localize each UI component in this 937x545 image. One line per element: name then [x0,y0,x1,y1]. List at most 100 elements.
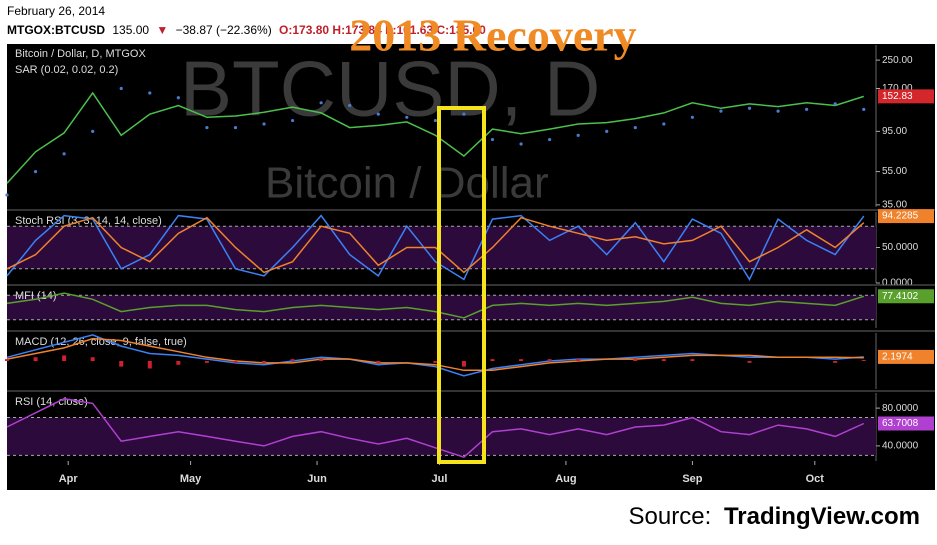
guide-band [7,295,876,320]
last-value-box [878,289,934,304]
sar-dot [233,125,238,130]
change-arrow: ▼ [156,23,168,37]
sar-dot [119,86,123,91]
source: Source: TradingView.com [629,503,920,530]
sar-dot [348,103,352,108]
sar-dot [776,109,780,113]
x-tick-label: Sep [682,473,702,485]
sar-dot [747,106,752,110]
legend-entry: RSI (14, close) [15,396,88,408]
last-value-box [878,349,934,364]
series-line [6,337,864,372]
sar-dot [833,102,837,106]
histogram-bar [62,355,67,361]
histogram-bar [661,359,666,361]
histogram-bar [262,361,267,363]
histogram-bar [633,359,638,361]
symbol-line: MTGOX:BTCUSD 135.00 ▼ −38.87 (−22.36%) O… [7,23,486,37]
last-value-label: 77.4102 [882,291,919,302]
watermark-name: Bitcoin / Dollar [265,159,549,208]
source-label: Source: [629,503,712,530]
sar-dot [519,142,523,146]
last-value-box [878,209,934,224]
sar-dot [33,169,38,174]
series-line [6,397,865,459]
series-line [6,216,865,274]
sar-dot [148,91,152,95]
histogram-bar [376,361,381,363]
x-tick-label: Jul [432,473,448,485]
sar-dot [376,112,380,116]
price: 135.00 [112,23,149,37]
guide-band [7,226,876,269]
last-value-label: 152.83 [882,91,913,102]
y-tick-label: 0.0000 [882,278,913,289]
y-tick-label: 170.00 [882,83,913,94]
sar-dot [490,137,495,142]
series-line [6,214,865,281]
y-tick-label: 55.00 [882,166,907,177]
histogram-bar [176,361,181,365]
histogram-bar [519,359,524,361]
sar-dot [319,101,323,105]
legend-entry: SAR (0.02, 0.02, 0.2) [15,64,118,76]
series-line [6,292,865,319]
sar-dot [433,118,437,123]
legend-entry: Bitcoin / Dollar, D, MTGOX [15,48,146,60]
histogram-bar [290,359,295,361]
sar-dot [62,152,66,156]
histogram-bar [576,359,581,361]
histogram-bar [319,359,324,361]
last-value-label: 2.1974 [882,352,913,363]
last-value-box [878,89,934,104]
sar-dot [262,122,266,126]
sar-dot [176,96,180,100]
source-site: TradingView.com [724,503,920,530]
sar-dot [662,122,666,126]
x-tick-label: Apr [59,473,79,485]
sar-dot [719,109,723,113]
sar-dot [633,125,637,130]
histogram-bar [547,359,552,361]
histogram-bar [119,361,124,367]
series-line [6,91,865,184]
y-tick-label: 35.00 [882,200,907,211]
change: −38.87 (−22.36%) [176,23,272,37]
histogram-bar [861,360,866,361]
sar-dot [205,125,209,130]
plots: 250.00 170.00 95.00 55.00 35.00 Bitcoin / Dol… [5,45,935,485]
sar-dot [5,193,9,197]
histogram-bar [204,361,209,363]
x-tick-label: Jun [307,473,327,485]
sar-dot [405,115,409,119]
sar-dot [462,112,466,116]
y-tick-label: 250.00 [882,55,913,66]
histogram-bar [433,361,438,363]
histogram-bar [33,357,38,361]
sar-dot [290,118,295,123]
sar-dot [576,133,580,137]
watermark-symbol: BTCUSD, D [180,45,600,133]
sar-dot [91,129,95,133]
last-value-label: 94.2285 [882,211,919,222]
histogram-bar [147,361,152,369]
x-tick-label: Oct [806,473,825,485]
y-tick-label: 95.00 [882,126,907,137]
sar-dot [862,107,866,112]
date: February 26, 2014 [7,4,105,18]
histogram-bar [833,361,838,363]
histogram-bar [461,361,466,367]
last-value-label: 63.7008 [882,418,919,429]
sar-dot [805,107,809,112]
histogram-bar [690,359,695,361]
y-tick-label: 40.0000 [882,441,919,452]
histogram-bar [5,359,9,361]
x-tick-label: Aug [555,473,576,485]
histogram-bar [90,357,95,361]
legend-entry: Stoch RSI (3, 3, 14, 14, close) [15,215,162,227]
sar-dot [690,115,695,119]
x-tick-label: May [180,473,202,485]
y-tick-label: 80.0000 [882,403,919,414]
sar-dot [548,137,552,142]
